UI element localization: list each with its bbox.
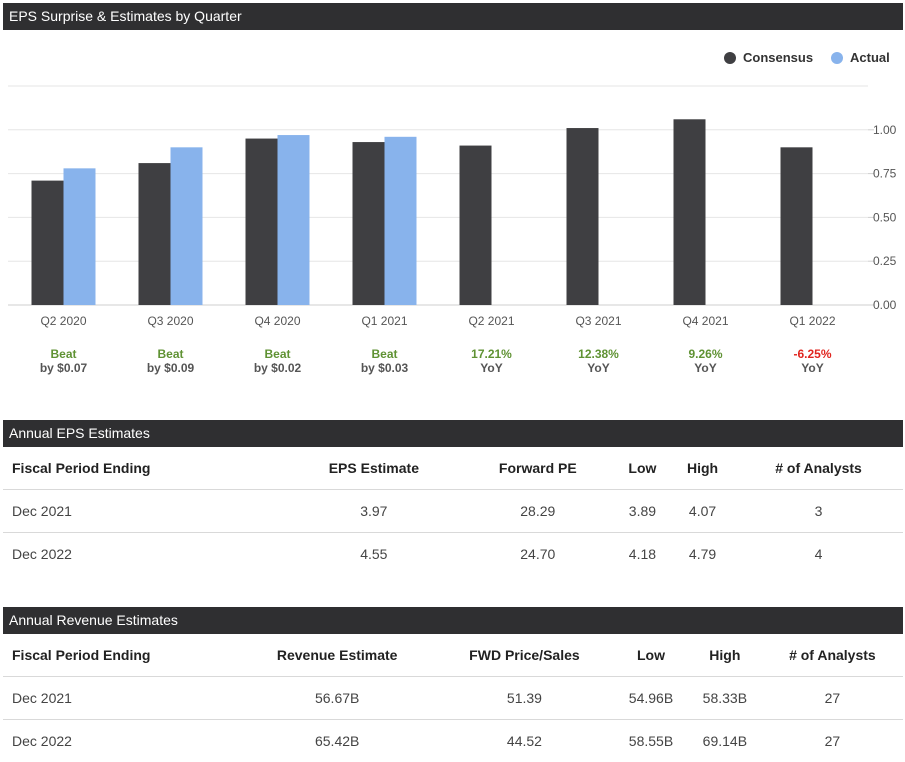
table-cell: 54.96B: [614, 677, 688, 720]
table-cell: 3.97: [286, 490, 462, 533]
revenue-section-header: Annual Revenue Estimates: [3, 607, 903, 634]
table-cell: 28.29: [462, 490, 614, 533]
table-cell: Dec 2021: [3, 677, 240, 720]
surprise-sublabel: YoY: [480, 361, 502, 375]
consensus-bar: [674, 119, 706, 305]
table-cell: 4: [734, 533, 903, 576]
table-cell: 4.79: [671, 533, 734, 576]
table-cell: Dec 2022: [3, 533, 286, 576]
surprise-sublabel: by $0.03: [361, 361, 409, 375]
actual-bar: [64, 168, 96, 305]
chart-section-title: EPS Surprise & Estimates by Quarter: [9, 8, 242, 24]
actual-bar: [278, 135, 310, 305]
consensus-bar: [460, 146, 492, 305]
consensus-bar: [567, 128, 599, 305]
table-cell: 69.14B: [688, 720, 762, 762]
table-cell: 4.55: [286, 533, 462, 576]
surprise-label: Beat: [371, 347, 397, 361]
table-cell: 3: [734, 490, 903, 533]
actual-bar: [171, 147, 203, 305]
y-tick-label: 0.75: [873, 167, 897, 181]
column-header: Low: [614, 634, 688, 677]
x-tick-label: Q4 2021: [682, 314, 728, 328]
y-tick-label: 0.00: [873, 298, 897, 312]
table-cell: 24.70: [462, 533, 614, 576]
table-cell: 56.67B: [240, 677, 435, 720]
surprise-sublabel: by $0.07: [40, 361, 88, 375]
column-header: # of Analysts: [734, 447, 903, 490]
actual-bar: [385, 137, 417, 305]
table-cell: Dec 2022: [3, 720, 240, 762]
table-cell: 4.18: [614, 533, 671, 576]
table-cell: 27: [762, 677, 903, 720]
y-tick-label: 0.25: [873, 254, 897, 268]
column-header: Low: [614, 447, 671, 490]
surprise-label: 12.38%: [578, 347, 619, 361]
y-tick-label: 1.00: [873, 123, 897, 137]
surprise-label: Beat: [264, 347, 290, 361]
column-header: Revenue Estimate: [240, 634, 435, 677]
x-tick-label: Q1 2022: [789, 314, 835, 328]
table-cell: 4.07: [671, 490, 734, 533]
table-cell: 58.33B: [688, 677, 762, 720]
surprise-label: Beat: [50, 347, 76, 361]
eps-section-title: Annual EPS Estimates: [9, 425, 150, 441]
surprise-label: -6.25%: [793, 347, 831, 361]
revenue-section-title: Annual Revenue Estimates: [9, 612, 178, 628]
column-header: Forward PE: [462, 447, 614, 490]
table-cell: 65.42B: [240, 720, 435, 762]
consensus-bar: [139, 163, 171, 305]
chart-section-header: EPS Surprise & Estimates by Quarter: [3, 3, 903, 30]
table-cell: 27: [762, 720, 903, 762]
surprise-label: Beat: [157, 347, 183, 361]
x-tick-label: Q4 2020: [254, 314, 300, 328]
x-tick-label: Q2 2021: [468, 314, 514, 328]
x-tick-label: Q3 2020: [147, 314, 193, 328]
table-cell: 51.39: [435, 677, 614, 720]
surprise-sublabel: by $0.09: [147, 361, 195, 375]
surprise-label: 9.26%: [688, 347, 722, 361]
surprise-sublabel: YoY: [801, 361, 823, 375]
column-header: # of Analysts: [762, 634, 903, 677]
surprise-sublabel: YoY: [694, 361, 716, 375]
column-header: Fiscal Period Ending: [3, 634, 240, 677]
table-cell: 3.89: [614, 490, 671, 533]
surprise-sublabel: by $0.02: [254, 361, 302, 375]
consensus-bar: [32, 181, 64, 305]
consensus-bar: [353, 142, 385, 305]
column-header: EPS Estimate: [286, 447, 462, 490]
y-tick-label: 0.50: [873, 210, 897, 224]
consensus-bar: [246, 139, 278, 305]
eps-section-header: Annual EPS Estimates: [3, 420, 903, 447]
surprise-sublabel: YoY: [587, 361, 609, 375]
column-header: High: [688, 634, 762, 677]
table-cell: 58.55B: [614, 720, 688, 762]
x-tick-label: Q1 2021: [361, 314, 407, 328]
table-cell: Dec 2021: [3, 490, 286, 533]
table-cell: 44.52: [435, 720, 614, 762]
column-header: Fiscal Period Ending: [3, 447, 286, 490]
column-header: FWD Price/Sales: [435, 634, 614, 677]
column-header: High: [671, 447, 734, 490]
x-tick-label: Q3 2021: [575, 314, 621, 328]
consensus-bar: [781, 147, 813, 305]
surprise-label: 17.21%: [471, 347, 512, 361]
x-tick-label: Q2 2020: [40, 314, 86, 328]
